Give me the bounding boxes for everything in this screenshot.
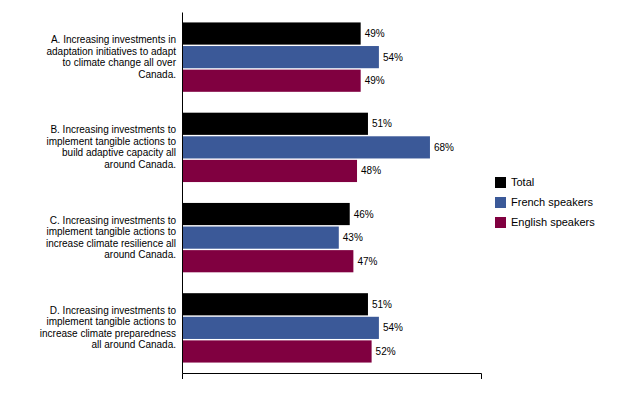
y-tick-label-line: to climate change all over bbox=[63, 57, 177, 68]
legend-swatch bbox=[495, 217, 506, 228]
y-tick-label-line: implement tangible actions to bbox=[46, 226, 176, 237]
bar bbox=[182, 317, 379, 339]
y-tick-label-line: adaptation initiatives to adapt bbox=[46, 46, 176, 57]
y-tick-label-line: all around Canada. bbox=[91, 339, 176, 350]
y-tick-label-line: Canada. bbox=[138, 69, 176, 80]
legend-item: French speakers bbox=[495, 196, 593, 208]
bar bbox=[182, 46, 379, 68]
data-label: 51% bbox=[372, 299, 392, 310]
bar bbox=[182, 227, 339, 249]
bar bbox=[182, 113, 368, 135]
y-tick-label-line: A. Increasing investments in bbox=[51, 34, 176, 45]
legend-swatch bbox=[495, 177, 506, 188]
data-label: 46% bbox=[354, 209, 374, 220]
y-tick-label-line: increase climate resilience all bbox=[46, 238, 176, 249]
y-axis-line bbox=[182, 13, 183, 374]
y-tick-label-line: B. Increasing investments to bbox=[50, 124, 176, 135]
bar-series bbox=[182, 70, 372, 363]
bar bbox=[182, 203, 350, 225]
y-tick: B. Increasing investments toimplement ta… bbox=[46, 124, 182, 170]
legend-item: Total bbox=[495, 176, 534, 188]
data-label: 49% bbox=[365, 28, 385, 39]
legend-label: French speakers bbox=[511, 196, 593, 208]
bar bbox=[182, 70, 361, 92]
bar bbox=[182, 136, 430, 158]
legend: Total French speakers English speakers bbox=[495, 176, 595, 228]
y-tick-label-line: D. Increasing investments to bbox=[50, 305, 177, 316]
y-tick-label-line: implement tangible actions to bbox=[46, 316, 176, 327]
legend-item: English speakers bbox=[495, 216, 595, 228]
legend-label: English speakers bbox=[511, 216, 595, 228]
bar bbox=[182, 160, 357, 182]
data-label: 54% bbox=[383, 322, 403, 333]
data-label: 52% bbox=[376, 346, 396, 357]
data-label: 54% bbox=[383, 52, 403, 63]
bars bbox=[182, 22, 430, 362]
y-axis: A. Increasing investments inadaptation i… bbox=[40, 13, 183, 374]
data-label: 49% bbox=[365, 75, 385, 86]
y-tick: A. Increasing investments inadaptation i… bbox=[46, 34, 182, 79]
legend-label: Total bbox=[511, 176, 534, 188]
legend-swatch bbox=[495, 197, 506, 208]
data-label: 68% bbox=[434, 142, 454, 153]
y-tick-label: D. Increasing investments toimplement ta… bbox=[40, 305, 177, 351]
data-label: 48% bbox=[361, 165, 381, 176]
y-tick-label-line: around Canada. bbox=[104, 249, 176, 260]
data-label: 43% bbox=[343, 232, 363, 243]
y-tick-label: A. Increasing investments inadaptation i… bbox=[46, 34, 176, 79]
bar bbox=[182, 22, 361, 44]
x-axis bbox=[183, 374, 482, 380]
y-tick-label-line: around Canada. bbox=[104, 159, 176, 170]
data-labels: 49% 51% 46% 51% 54% 68% 43% 54% 49% 48% 47% 52% bbox=[343, 28, 454, 357]
bar bbox=[182, 250, 353, 272]
y-tick-label: B. Increasing investments toimplement ta… bbox=[46, 124, 176, 170]
bar bbox=[182, 340, 372, 362]
x-axis-line bbox=[183, 374, 482, 380]
bar-series bbox=[182, 46, 430, 339]
y-tick-label-line: build adaptive capacity all bbox=[62, 147, 176, 158]
y-tick-label-line: C. Increasing investments to bbox=[50, 215, 177, 226]
y-tick: D. Increasing investments toimplement ta… bbox=[40, 305, 182, 351]
y-tick-label-line: increase climate preparedness bbox=[40, 328, 176, 339]
data-label: 47% bbox=[357, 256, 377, 267]
y-tick: C. Increasing investments toimplement ta… bbox=[46, 215, 182, 261]
data-label: 51% bbox=[372, 118, 392, 129]
y-tick-label: C. Increasing investments toimplement ta… bbox=[46, 215, 176, 261]
chart: 49% 51% 46% 51% 54% 68% 43% 54% 49% 48% 47% 52% A. I… bbox=[0, 0, 621, 395]
y-tick-label-line: implement tangible actions to bbox=[46, 136, 176, 147]
bar bbox=[182, 293, 368, 315]
